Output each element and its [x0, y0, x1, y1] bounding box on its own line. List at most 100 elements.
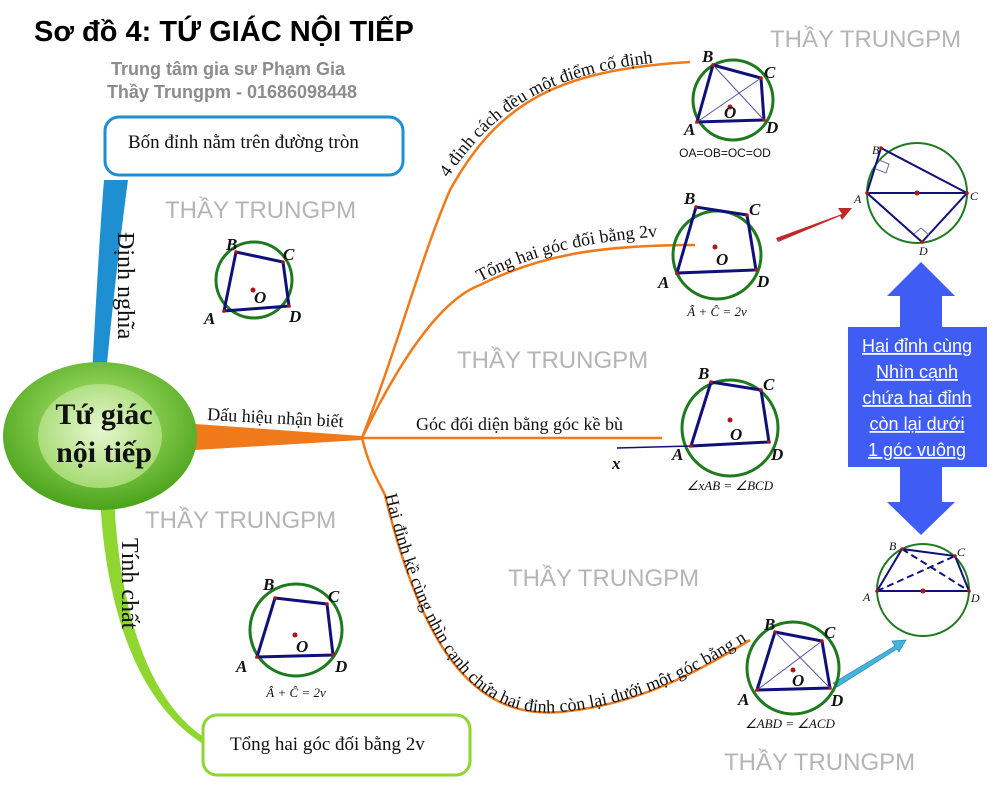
figure-caption: ∠ABD = ∠ACD — [745, 716, 835, 731]
quadrilateral — [254, 596, 335, 659]
subtitle-contact: Thầy Trungpm - 01686098448 — [107, 82, 357, 102]
circle — [680, 378, 780, 478]
vertex-label-O: O — [296, 637, 308, 656]
property-box — [201, 713, 472, 777]
vertex-point — [828, 686, 832, 690]
vertex-label-B: B — [225, 235, 237, 254]
vertex-label-O: O — [792, 671, 804, 690]
vertex-label-C: C — [957, 545, 966, 559]
extension-line — [616, 445, 692, 449]
vertex-point — [222, 309, 226, 313]
vertex-point — [234, 250, 238, 254]
vertex-label-A: A — [862, 590, 871, 604]
right-angle-mark — [913, 227, 930, 236]
vertex-label-B: B — [262, 575, 274, 594]
watermark: THẦY TRUNGPM — [457, 346, 648, 374]
dashed-line — [876, 555, 956, 592]
vertex-label-D: D — [756, 272, 769, 291]
vertex-point — [331, 653, 335, 657]
vertex-label-B: B — [889, 539, 897, 553]
note-line: 1 góc vuông — [868, 440, 966, 460]
figure-equal_angles: A B C D O ∠ABD = ∠ACD — [737, 615, 843, 731]
circle — [745, 620, 841, 716]
vertex-label-C: C — [970, 189, 979, 203]
definition-branch — [92, 180, 128, 375]
vertex-point — [762, 118, 766, 122]
vertex-label-A: A — [853, 192, 862, 206]
center-point — [250, 287, 256, 293]
vertex-point — [767, 440, 771, 444]
definition-text: Bốn đỉnh nằm trên đường tròn — [128, 132, 359, 153]
note-line: Hai đỉnh cùng — [862, 336, 972, 356]
figure-caption: ∠xAB = ∠BCD — [687, 478, 774, 493]
figure-exterior_angle: A B C D Ox ∠xAB = ∠BCD — [611, 364, 783, 493]
vertex-point — [920, 240, 924, 244]
vertex-point — [255, 655, 259, 659]
vertex-label-O: O — [716, 250, 728, 269]
property-branch — [100, 495, 205, 745]
vertex-point — [273, 596, 277, 600]
red-arrow-icon — [776, 208, 852, 242]
definition-box — [103, 115, 405, 177]
vertex-label-C: C — [763, 375, 775, 394]
vertex-point — [759, 388, 763, 392]
circle — [214, 240, 294, 320]
vertex-point — [689, 444, 693, 448]
vertex-point — [879, 146, 883, 150]
vertex-label-O: O — [724, 103, 736, 122]
note-line: chứa hai đỉnh — [862, 388, 971, 408]
vertex-label-A: A — [737, 690, 749, 709]
right-angle-double-arrow — [848, 262, 987, 535]
center-point — [712, 244, 718, 250]
vertex-label-D: D — [830, 691, 843, 710]
sign-item-opposite-sum: Tổng hai góc đối bằng 2v — [473, 221, 658, 286]
vertex-label-D: D — [288, 307, 301, 326]
vertex-label-D: D — [970, 591, 980, 605]
vertex-label-D: D — [765, 118, 778, 137]
vertex-point — [900, 547, 904, 551]
vertex-point — [694, 205, 698, 209]
vertex-label-B: B — [763, 615, 775, 634]
center-point — [920, 588, 926, 594]
vertex-label-B: B — [872, 143, 880, 157]
figure-caption: Â + Ĉ = 2v — [686, 304, 747, 319]
vertex-point — [953, 554, 957, 558]
center-node: Tứ giác nội tiếp — [3, 362, 197, 510]
watermark: THẦY TRUNGPM — [724, 748, 915, 776]
figure-right_top: A B C D — [853, 142, 979, 258]
vertex-point — [287, 304, 291, 308]
center-title-line1: Tứ giác — [55, 398, 152, 431]
center-point — [790, 667, 796, 673]
vertex-point — [965, 191, 969, 195]
center-point — [727, 104, 733, 110]
signs-branch — [195, 424, 362, 450]
vertex-point — [745, 213, 749, 217]
vertex-point — [281, 260, 285, 264]
center-point — [914, 190, 920, 196]
figure-caption: Â + Ĉ = 2v — [265, 685, 326, 700]
cyan-arrow-icon — [832, 639, 907, 688]
vertex-label-C: C — [824, 623, 836, 642]
center-point — [727, 417, 733, 423]
watermark: THẦY TRUNGPM — [165, 196, 356, 224]
vertex-point — [711, 63, 715, 67]
property-text: Tổng hai góc đối bằng 2v — [230, 734, 425, 755]
diagonal — [696, 77, 762, 123]
vertex-point — [773, 630, 777, 634]
vertex-label-O: O — [730, 425, 742, 444]
vertex-point — [755, 688, 759, 692]
note-line: còn lại dưới — [870, 414, 965, 434]
vertex-point — [325, 602, 329, 606]
vertex-label-B: B — [701, 47, 713, 66]
diagonal — [712, 64, 765, 121]
circle — [248, 582, 344, 678]
center-point — [292, 632, 298, 638]
vertex-point — [865, 191, 869, 195]
figure-property: A B C D O Â + Ĉ = 2v — [235, 575, 347, 700]
vertex-label-C: C — [283, 245, 295, 264]
vertex-point — [695, 120, 699, 124]
figure-definition: A B C D O — [203, 235, 301, 328]
diagonal — [774, 631, 831, 689]
vertex-label-D: D — [770, 445, 783, 464]
